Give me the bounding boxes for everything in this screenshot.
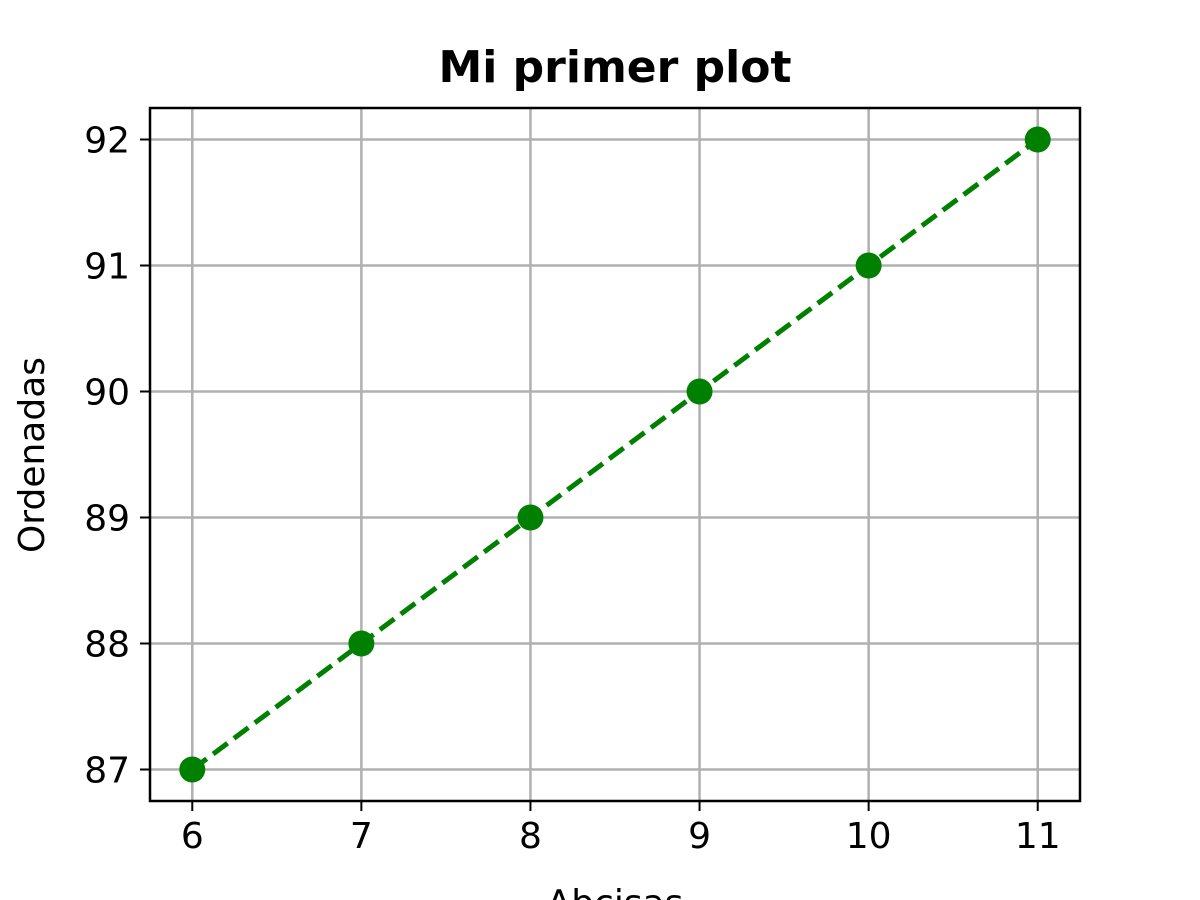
y-axis-label: Ordenadas [12,357,53,553]
y-tick-label: 87 [84,751,130,792]
y-tick-label: 89 [84,499,130,540]
x-tick-label: 11 [1015,816,1061,857]
data-point-marker [348,630,375,657]
axes-frame [148,106,1082,803]
data-point-marker [686,378,713,405]
y-tick-label: 92 [84,121,130,162]
x-tick-label: 10 [846,816,892,857]
series-layer [179,126,1051,783]
y-tick-label: 91 [84,247,130,288]
chart-title: Mi primer plot [438,42,791,93]
data-point-marker [179,756,206,783]
x-tick-label: 6 [181,816,204,857]
x-tick-label: 8 [519,816,542,857]
series-line [190,137,1040,772]
x-axis-label: Abcisas [547,883,684,900]
data-point-marker [855,252,882,279]
x-tick-label: 9 [688,816,711,857]
x-tick-label: 7 [350,816,373,857]
y-tick-label: 90 [84,373,130,414]
y-tick-label: 88 [84,625,130,666]
grid-layer [150,108,1080,801]
data-point-marker [517,504,544,531]
data-point-marker [1024,126,1051,153]
